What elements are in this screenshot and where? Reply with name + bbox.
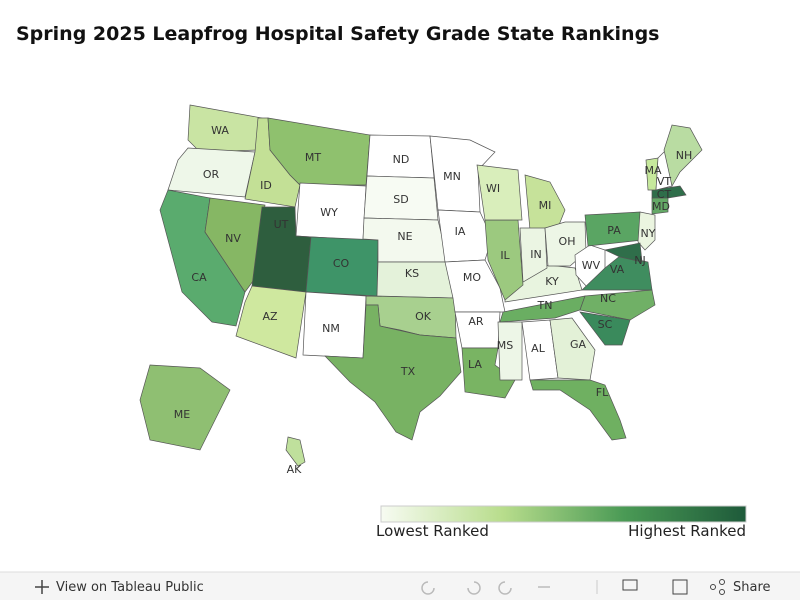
state-label: CO bbox=[333, 257, 350, 270]
state-label: TN bbox=[537, 299, 553, 312]
share-icon[interactable] bbox=[710, 579, 725, 595]
state-label: OK bbox=[415, 310, 432, 323]
state-label: ME bbox=[174, 408, 190, 421]
legend-low: Lowest Ranked bbox=[376, 522, 489, 540]
legend-bar bbox=[380, 505, 747, 523]
state-label: ID bbox=[260, 179, 272, 192]
state-label: AZ bbox=[262, 310, 278, 323]
legend-high: Highest Ranked bbox=[628, 522, 746, 540]
state-label: VT bbox=[657, 175, 672, 188]
title: Spring 2025 Leapfrog Hospital Safety Gra… bbox=[16, 23, 660, 45]
state-label: NE bbox=[397, 230, 412, 243]
state-label: IA bbox=[455, 225, 466, 238]
state bbox=[519, 227, 548, 283]
state-label: WA bbox=[211, 124, 229, 137]
state-label: MA bbox=[644, 164, 661, 177]
state-label: AL bbox=[531, 342, 546, 355]
state bbox=[476, 164, 523, 221]
state-label: PA bbox=[607, 224, 621, 237]
state-label: TX bbox=[400, 365, 416, 378]
state bbox=[204, 197, 266, 293]
state-label: OH bbox=[559, 235, 576, 248]
state bbox=[637, 211, 656, 251]
state-label: LA bbox=[468, 358, 482, 371]
state-label: KY bbox=[545, 275, 559, 288]
state-label: NC bbox=[600, 292, 616, 305]
state bbox=[549, 317, 596, 381]
state-label: MS bbox=[497, 339, 513, 352]
state-label: NM bbox=[322, 322, 340, 335]
fullscreen-button[interactable] bbox=[672, 579, 688, 595]
state-label: MI bbox=[539, 199, 552, 212]
state bbox=[167, 147, 256, 198]
state-label: MT bbox=[305, 151, 321, 164]
state-label: KS bbox=[405, 267, 419, 280]
state-label: VA bbox=[610, 263, 625, 276]
state bbox=[579, 311, 631, 346]
state-label: ND bbox=[393, 153, 410, 166]
state bbox=[529, 379, 627, 441]
state-label: GA bbox=[570, 338, 587, 351]
state bbox=[285, 436, 306, 467]
state-label: CA bbox=[191, 271, 207, 284]
state-label: MO bbox=[463, 271, 481, 284]
state bbox=[663, 124, 703, 187]
state bbox=[603, 242, 643, 263]
tableau-icon[interactable] bbox=[35, 580, 49, 594]
history-buttons[interactable] bbox=[421, 581, 550, 595]
state-label: FL bbox=[596, 386, 609, 399]
state bbox=[524, 174, 566, 231]
state-label: IL bbox=[500, 249, 510, 262]
toolbar bbox=[0, 572, 800, 600]
state-label: IN bbox=[530, 248, 541, 261]
state-label: NH bbox=[676, 149, 693, 162]
state bbox=[499, 295, 586, 323]
state-label: AR bbox=[468, 315, 484, 328]
state-label: WV bbox=[582, 259, 601, 272]
state-label: NJ bbox=[634, 254, 645, 267]
state-label: CT bbox=[657, 188, 672, 201]
state bbox=[324, 304, 462, 441]
share-button[interactable]: Share bbox=[733, 580, 771, 595]
state-label: WI bbox=[486, 182, 500, 195]
state bbox=[497, 321, 523, 381]
state-label: AK bbox=[287, 463, 303, 476]
state-label: MN bbox=[443, 170, 461, 183]
state-label: NV bbox=[225, 232, 241, 245]
state-label: MD bbox=[652, 200, 670, 213]
state-label: WY bbox=[320, 206, 338, 219]
state bbox=[139, 364, 231, 451]
download-button[interactable] bbox=[622, 579, 638, 591]
state bbox=[235, 285, 307, 359]
state-label: UT bbox=[274, 218, 289, 231]
state-label: OR bbox=[203, 168, 220, 181]
state-label: SD bbox=[393, 193, 408, 206]
state-label: NY bbox=[641, 227, 656, 240]
state-label: SC bbox=[598, 318, 613, 331]
view-link[interactable]: View on Tableau Public bbox=[56, 580, 204, 595]
